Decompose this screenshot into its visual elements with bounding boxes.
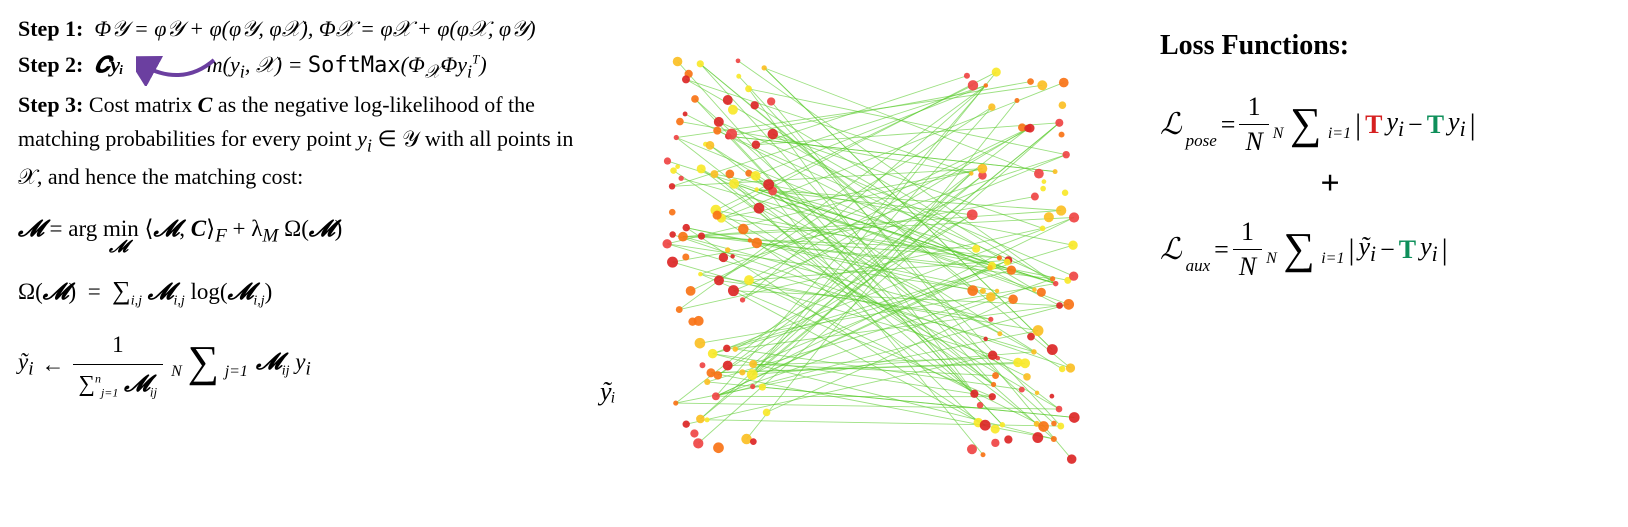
loss-pose: ℒpose = 1 N N ∑ i=1 |Tyi − Tyi| — [1160, 92, 1608, 157]
step3-text: Cost matrix C as the negative log-likeli… — [18, 92, 573, 189]
ytilde-frac: 1 ∑nj=1 𝓜ij — [73, 328, 164, 403]
step2-line: Step 2: 𝑪yᵢ m(yi, 𝒳) = SoftMax(Φ𝒳ΦyiT) — [18, 48, 580, 86]
step2-eq-left: 𝑪yᵢ — [94, 52, 123, 77]
ytilde-sum: N ∑ j=1 — [171, 343, 248, 387]
step2-label: Step 2: — [18, 52, 83, 77]
step2-eq-right: m(yi, 𝒳) = SoftMax(Φ𝒳ΦyiT) — [207, 52, 487, 77]
equations-block: 𝓜 = arg min𝓜 ⟨𝓜, C⟩F + λM Ω(𝓜) Ω(𝓜) = ∑i… — [18, 212, 580, 403]
ytilde-label: ỹᵢ — [600, 377, 616, 407]
eq-argmin: 𝓜 = arg min𝓜 ⟨𝓜, C⟩F + λM Ω(𝓜) — [18, 212, 580, 251]
matching-viz-panel: ỹᵢ — [590, 0, 1130, 527]
eq-omega: Ω(𝓜) = ∑i,j 𝓜i,j log(𝓜i,j) — [18, 271, 580, 312]
plus-sign: + — [1160, 165, 1500, 203]
loss-aux: ℒaux = 1 N N ∑ i=1 |ỹi − Tyi| — [1160, 217, 1608, 282]
step1-label: Step 1: — [18, 16, 83, 41]
steps-panel: Step 1: Φ𝒴 = φ𝒴 + φ(φ𝒴, φ𝒳), Φ𝒳 = φ𝒳 + φ… — [0, 0, 590, 527]
step3-label: Step 3: — [18, 92, 83, 117]
matching-viz — [590, 0, 1130, 527]
step3-line: Step 3: Cost matrix C as the negative lo… — [18, 88, 580, 194]
loss-title: Loss Functions: — [1160, 30, 1608, 62]
loss-panel: Loss Functions: ℒpose = 1 N N ∑ i=1 |Tyi… — [1130, 0, 1628, 527]
eq-ytilde: ỹi ← 1 ∑nj=1 𝓜ij N ∑ j=1 𝓜ij yi — [18, 328, 580, 403]
step1-eq: Φ𝒴 = φ𝒴 + φ(φ𝒴, φ𝒳), Φ𝒳 = φ𝒳 + φ(φ𝒳, φ𝒴) — [94, 16, 535, 41]
step1-line: Step 1: Φ𝒴 = φ𝒴 + φ(φ𝒴, φ𝒳), Φ𝒳 = φ𝒳 + φ… — [18, 12, 580, 46]
